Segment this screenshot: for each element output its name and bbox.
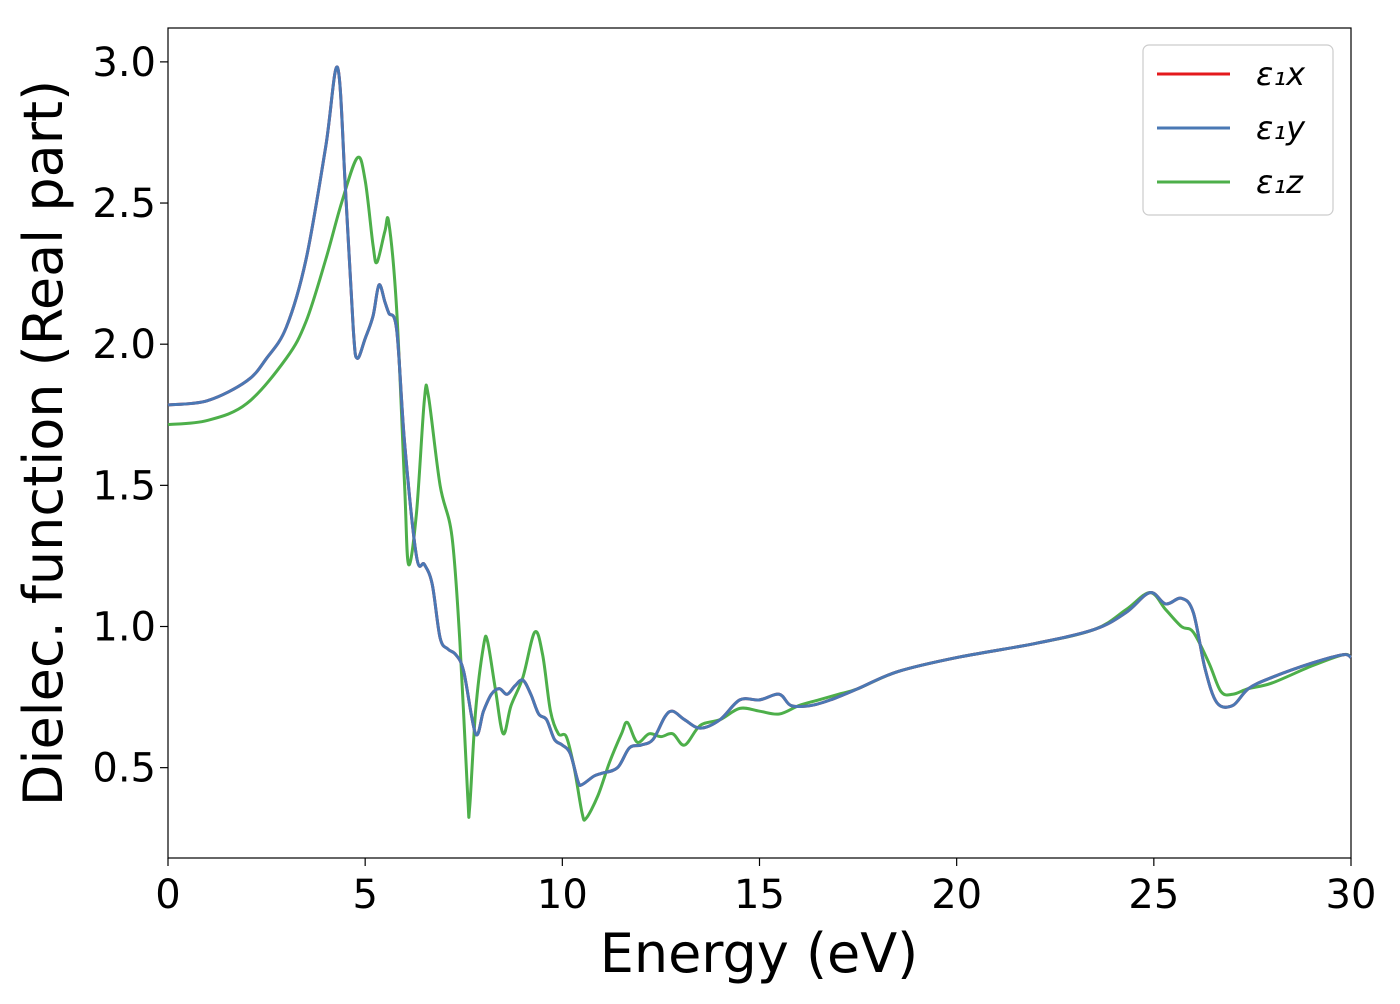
y-tick-label: 1.5 — [92, 463, 156, 509]
x-axis-ticks: 0 5 10 15 20 25 30 — [155, 858, 1376, 918]
y-tick-label: 2.0 — [92, 322, 156, 368]
x-tick-label: 10 — [537, 872, 588, 918]
legend-entry-label: ε₁x — [1256, 55, 1306, 93]
x-tick-label: 0 — [155, 872, 180, 918]
x-tick-label: 15 — [734, 872, 785, 918]
y-tick-label: 1.0 — [92, 605, 156, 651]
legend-box — [1142, 44, 1334, 216]
legend-entry-label: ε₁y — [1256, 109, 1306, 147]
legend: ε₁x ε₁y ε₁z — [1142, 44, 1334, 216]
y-tick-label: 3.0 — [92, 40, 156, 86]
y-tick-label: 0.5 — [92, 746, 156, 792]
y-tick-label: 2.5 — [92, 181, 156, 227]
series-layer — [167, 65, 1352, 822]
x-tick-label: 20 — [931, 872, 982, 918]
x-tick-label: 5 — [352, 872, 377, 918]
legend-entries: ε₁x ε₁y ε₁z — [1157, 55, 1306, 201]
legend-entry-label: ε₁z — [1256, 163, 1304, 201]
x-axis-label: Energy (eV) — [600, 922, 919, 985]
x-tick-label: 30 — [1326, 872, 1377, 918]
series-line-e1y — [167, 65, 1352, 787]
x-tick-label: 25 — [1128, 872, 1179, 918]
series-line-e1z — [167, 155, 1352, 822]
y-axis-ticks: 0.5 1.0 1.5 2.0 2.5 3.0 — [92, 40, 168, 792]
y-axis-label: Dielec. function (Real part) — [12, 80, 75, 806]
